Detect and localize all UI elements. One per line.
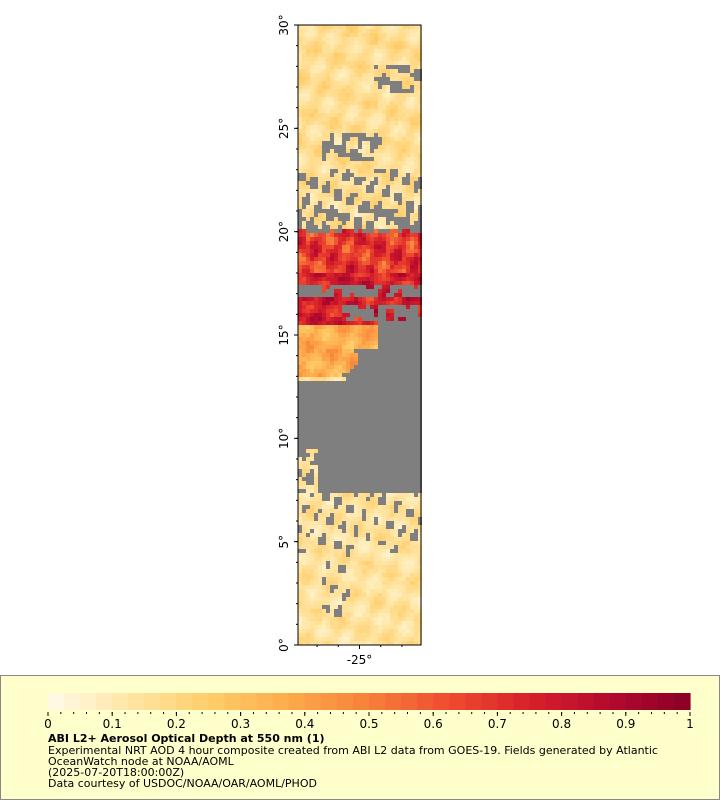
colorbar-swatch <box>465 693 482 710</box>
colorbar-swatch <box>224 693 242 710</box>
colorbar-tick-label: 0.7 <box>488 717 507 731</box>
colorbar-swatch <box>561 693 579 710</box>
aod-map: 0° 5° 10° 15° 20° 25° 30° -25° <box>277 14 422 667</box>
colorbar-tick-label: 0.1 <box>103 717 122 731</box>
colorbar-swatch <box>96 693 113 710</box>
colorbar-swatch <box>401 693 418 710</box>
map-field <box>298 25 422 645</box>
colorbar-swatch <box>352 693 370 710</box>
colorbar-swatch <box>192 693 210 710</box>
lat-tick-label: 30° <box>277 14 291 35</box>
colorbar-swatch <box>449 693 466 710</box>
colorbar-tick-label: 0.9 <box>616 717 635 731</box>
colorbar-swatch <box>272 693 290 710</box>
legend-timestamp: (2025-07-20T18:00:00Z) <box>48 766 185 779</box>
colorbar-swatch <box>609 693 627 710</box>
colorbar-swatch <box>240 693 258 710</box>
colorbar-swatches <box>48 693 691 710</box>
colorbar-tick-label: 0.4 <box>295 717 314 731</box>
colorbar-swatch <box>80 693 97 710</box>
legend-title: ABI L2+ Aerosol Optical Depth at 550 nm … <box>48 732 325 745</box>
colorbar-swatch <box>288 693 306 710</box>
colorbar-swatch <box>433 693 450 710</box>
colorbar-tick-label: 0.8 <box>552 717 571 731</box>
colorbar-swatch <box>673 693 691 710</box>
legend-credit: Data courtesy of USDOC/NOAA/OAR/AOML/PHO… <box>48 777 317 790</box>
colorbar-swatch <box>529 693 547 710</box>
colorbar-swatch <box>208 693 226 710</box>
lat-tick-label: 10° <box>277 428 291 449</box>
lat-tick-label: 5° <box>277 535 291 549</box>
colorbar-tick-label: 0.3 <box>231 717 250 731</box>
colorbar-swatch <box>545 693 563 710</box>
legend-description-cont: OceanWatch node at NOAA/AOML <box>48 755 234 768</box>
colorbar-swatch <box>320 693 338 710</box>
colorbar-swatch <box>176 693 194 710</box>
colorbar-swatch <box>304 693 322 710</box>
lon-axis: -25° <box>316 645 403 667</box>
colorbar-swatch <box>481 693 498 710</box>
colorbar-tick-label: 0.6 <box>424 717 443 731</box>
lon-tick-label: -25° <box>347 653 373 667</box>
colorbar-swatch <box>144 693 161 710</box>
colorbar-swatch <box>369 693 386 710</box>
colorbar-swatch <box>625 693 643 710</box>
lat-tick-label: 25° <box>277 118 291 139</box>
colorbar-swatch <box>657 693 675 710</box>
aod-colorbar: 0 0.1 0.2 0.3 0.4 0.5 0.6 0.7 0.8 0.9 1 <box>44 693 694 731</box>
colorbar-swatch <box>577 693 595 710</box>
lat-tick-label: 15° <box>277 324 291 345</box>
colorbar-swatch <box>160 693 177 710</box>
colorbar-tick-label: 0 <box>44 717 52 731</box>
colorbar-swatch <box>64 693 81 710</box>
colorbar-swatch <box>513 693 531 710</box>
colorbar-swatch <box>48 693 65 710</box>
legend-panel: 0 0.1 0.2 0.3 0.4 0.5 0.6 0.7 0.8 0.9 1 ABI L2+ Ae… <box>0 675 720 800</box>
lat-tick-label: 20° <box>277 221 291 242</box>
colorbar-swatch <box>112 693 129 710</box>
colorbar-swatch <box>497 693 515 710</box>
colorbar-swatch <box>641 693 659 710</box>
colorbar-swatch <box>417 693 434 710</box>
colorbar-ticks: 0 0.1 0.2 0.3 0.4 0.5 0.6 0.7 0.8 0.9 1 <box>44 712 694 731</box>
colorbar-swatch <box>256 693 274 710</box>
colorbar-swatch <box>128 693 145 710</box>
colorbar-tick-label: 0.5 <box>359 717 378 731</box>
colorbar-swatch <box>593 693 611 710</box>
colorbar-tick-label: 0.2 <box>167 717 186 731</box>
colorbar-swatch <box>336 693 354 710</box>
lat-tick-label: 0° <box>277 638 291 652</box>
lat-axis: 0° 5° 10° 15° 20° 25° 30° <box>277 14 298 652</box>
colorbar-swatch <box>385 693 402 710</box>
legend-description: Experimental NRT AOD 4 hour composite cr… <box>48 744 658 757</box>
colorbar-tick-label: 1 <box>686 717 694 731</box>
